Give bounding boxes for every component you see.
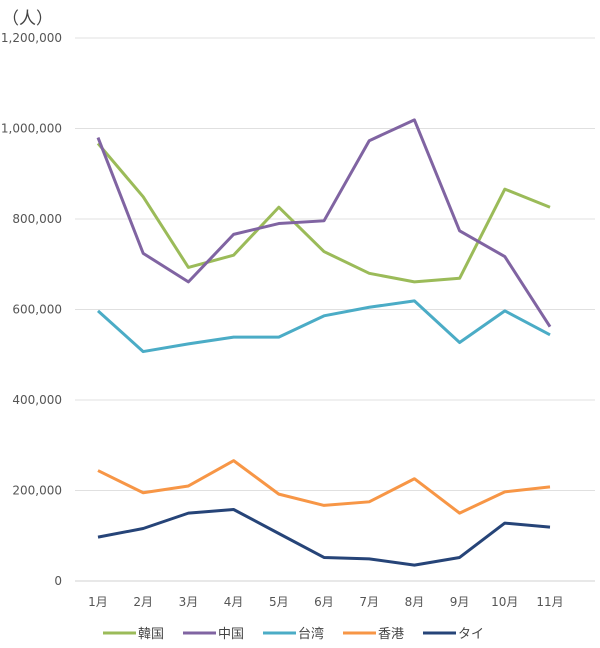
- y-unit-label: （人）: [2, 9, 53, 29]
- legend-label: 韓国: [138, 627, 164, 642]
- y-tick-label: 400,000: [12, 393, 62, 407]
- series-line-5: [97, 508, 551, 567]
- legend-label: 香港: [378, 627, 404, 642]
- legend-label: 中国: [218, 627, 244, 642]
- series-line-3: [96, 299, 551, 354]
- y-tick-label: 600,000: [12, 303, 62, 317]
- y-tick-label: 0: [54, 574, 62, 588]
- y-tick-label: 200,000: [12, 484, 62, 498]
- series-line-2: [96, 118, 552, 328]
- x-tick-label: 5月: [269, 595, 289, 609]
- x-tick-label: 8月: [405, 595, 425, 609]
- legend-label: タイ: [458, 627, 484, 642]
- x-tick-label: 4月: [224, 595, 244, 609]
- series-line-4: [97, 459, 551, 515]
- x-tick-label: 2月: [133, 595, 153, 609]
- series-line-1: [96, 142, 551, 284]
- y-tick-label: 1,200,000: [1, 31, 62, 45]
- y-tick-label: 1,000,000: [1, 122, 62, 136]
- x-tick-label: 10月: [491, 595, 518, 609]
- x-tick-label: 1月: [88, 595, 108, 609]
- x-tick-label: 3月: [179, 595, 199, 609]
- x-tick-label: 9月: [450, 595, 470, 609]
- y-tick-label: 800,000: [12, 212, 62, 226]
- x-tick-label: 7月: [359, 595, 379, 609]
- legend-label: 台湾: [298, 626, 324, 642]
- x-tick-label: 6月: [314, 595, 334, 609]
- x-tick-label: 11月: [536, 595, 563, 609]
